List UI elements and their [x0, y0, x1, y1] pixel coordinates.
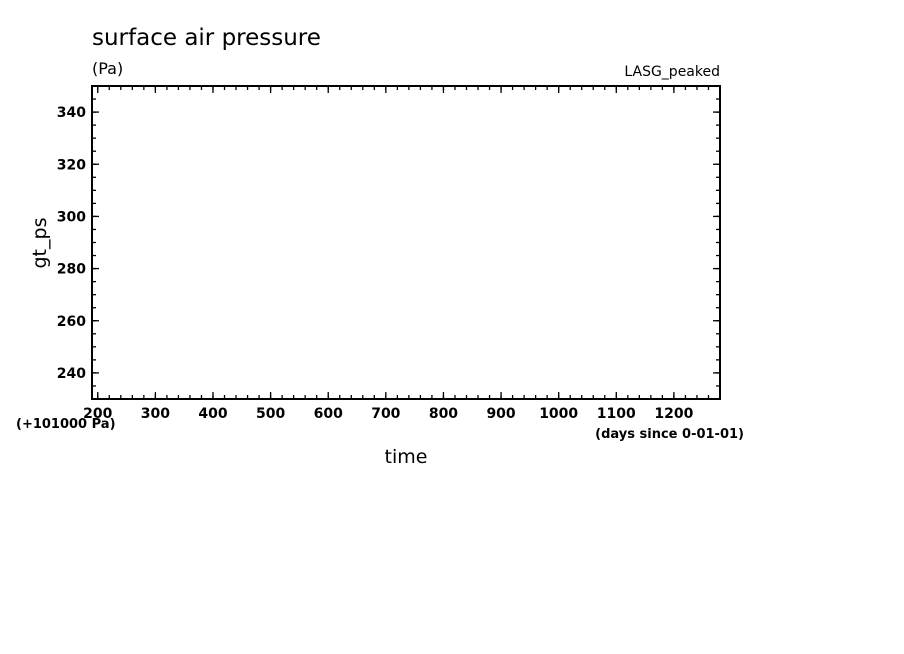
y-tick-label: 300	[57, 209, 86, 225]
chart-title: surface air pressure	[92, 25, 321, 51]
x-tick-label: 900	[486, 406, 515, 422]
x-tick-label: 1200	[654, 406, 693, 422]
x-tick-label: 200	[83, 406, 112, 422]
x-tick-label: 500	[256, 406, 285, 422]
plot-area-frame	[91, 85, 721, 400]
y-tick-label: 340	[57, 105, 86, 121]
y-axis-label: gt_ps	[29, 218, 51, 269]
x-tick-label: 600	[314, 406, 343, 422]
x-tick-label: 400	[198, 406, 227, 422]
y-tick-label: 260	[57, 314, 86, 330]
chart-units: (Pa)	[92, 59, 123, 78]
x-tick-label: 700	[371, 406, 400, 422]
x-tick-label: 1000	[539, 406, 578, 422]
experiment-label: LASG_peaked	[624, 64, 720, 80]
x-tick-label: 800	[429, 406, 458, 422]
y-tick-label: 320	[57, 157, 86, 173]
x-tick-label: 300	[141, 406, 170, 422]
x-unit-note: (days since 0-01-01)	[595, 427, 744, 442]
y-axis-ticks: 240 260 280 300 320 340	[57, 85, 720, 400]
y-tick-label: 240	[57, 366, 86, 382]
x-tick-label: 1100	[597, 406, 636, 422]
y-offset-note: (+101000 Pa)	[16, 417, 116, 432]
y-tick-label: 280	[57, 262, 86, 278]
x-axis-ticks: 200 300 400 500 600 700 800 900 1000 1100 1200	[83, 86, 721, 422]
x-axis-label: time	[385, 446, 428, 468]
